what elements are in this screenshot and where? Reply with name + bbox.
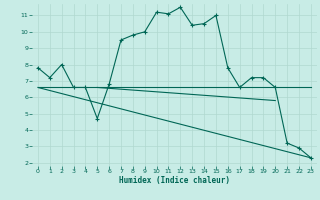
- X-axis label: Humidex (Indice chaleur): Humidex (Indice chaleur): [119, 176, 230, 185]
